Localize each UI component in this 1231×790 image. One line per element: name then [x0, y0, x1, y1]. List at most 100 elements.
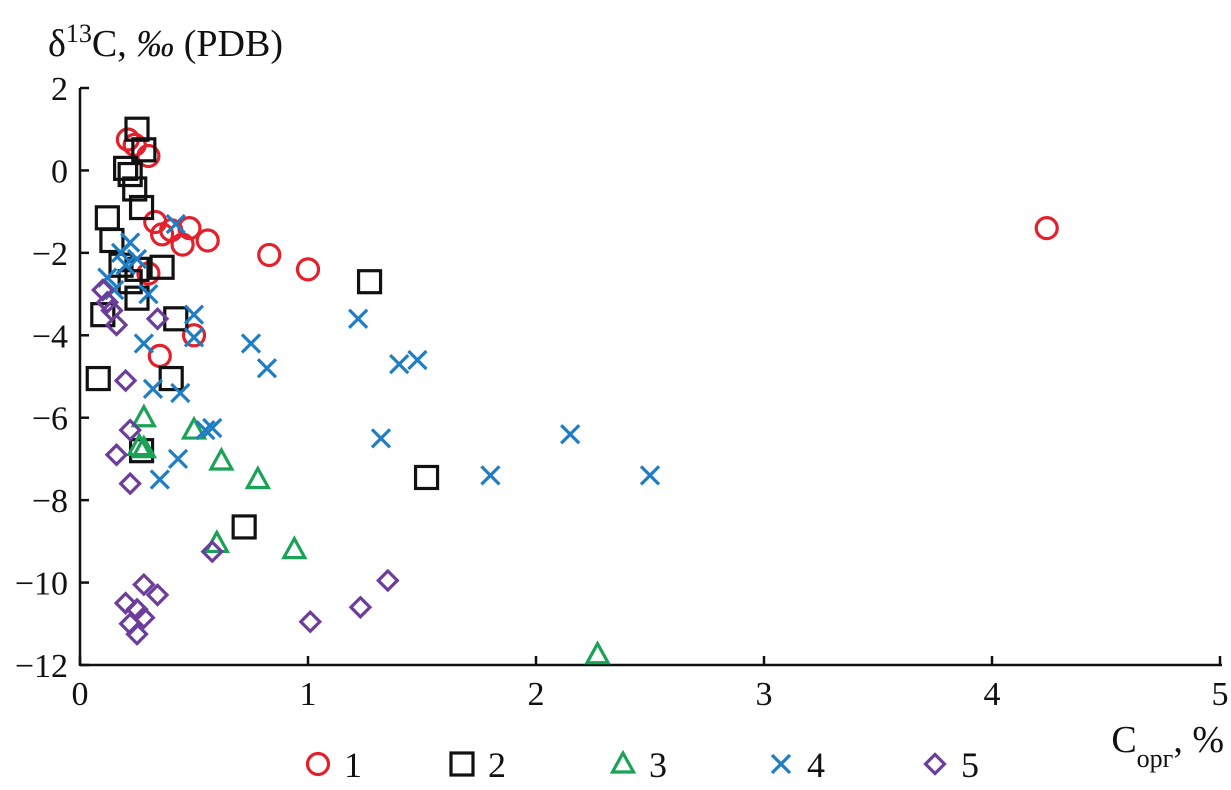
- legend-item-1: 1: [305, 745, 362, 785]
- y-tick-label: 0: [51, 153, 68, 190]
- data-point-series-5: [104, 443, 129, 467]
- data-point-series-5: [145, 583, 170, 607]
- legend-item-5: 5: [923, 745, 979, 785]
- data-point-series-5: [132, 572, 156, 597]
- data-point-series-2: [231, 514, 257, 540]
- legend-marker-1: [305, 751, 331, 777]
- data-point-series-2: [117, 161, 143, 188]
- x-axis-title-base: C: [1111, 719, 1136, 761]
- data-point-series-5: [376, 568, 400, 593]
- data-point-series-5: [200, 539, 225, 564]
- data-point-series-1: [147, 343, 172, 368]
- data-point-series-4: [389, 354, 410, 375]
- data-point-series-3: [180, 415, 208, 440]
- y-tick-label: −10: [15, 566, 68, 603]
- legend-label-4: 4: [807, 745, 825, 785]
- data-point-series-5: [132, 605, 156, 630]
- data-point-series-4: [167, 448, 189, 470]
- x-tick-label: 0: [72, 676, 89, 713]
- data-point-series-4: [195, 419, 216, 441]
- data-point-series-4: [165, 213, 186, 235]
- data-point-series-2: [149, 254, 175, 280]
- x-axis-title-unit: , %: [1173, 719, 1224, 761]
- legend-label-3: 3: [649, 745, 667, 785]
- legend-label-5: 5: [961, 745, 979, 785]
- data-point-series-4: [183, 304, 205, 325]
- y-axis-title-element: C,: [92, 23, 136, 65]
- data-point-series-2: [90, 302, 116, 328]
- data-point-series-1: [295, 257, 321, 282]
- data-point-series-5: [95, 290, 120, 315]
- legend-label-1: 1: [344, 745, 362, 785]
- data-point-series-4: [407, 349, 428, 371]
- data-point-series-3: [130, 434, 158, 459]
- data-point-series-5: [348, 595, 373, 620]
- data-point-series-4: [120, 232, 141, 253]
- data-point-series-2: [158, 365, 184, 392]
- data-point-series-4: [560, 424, 581, 445]
- legend-item-2: 2: [449, 745, 506, 785]
- data-point-series-2: [99, 227, 125, 254]
- y-tick-label: −4: [32, 318, 68, 355]
- data-point-series-3: [584, 640, 611, 665]
- data-point-series-5: [145, 307, 170, 331]
- data-point-series-3: [130, 403, 158, 428]
- y-tick-label: −6: [32, 401, 68, 438]
- data-point-series-4: [149, 469, 170, 490]
- series-4: [97, 213, 661, 490]
- x-tick-label: 2: [528, 676, 545, 713]
- data-point-series-4: [170, 382, 191, 404]
- data-point-series-3: [244, 465, 272, 490]
- x-tick-label: 4: [984, 676, 1001, 713]
- legend-marker-4: [770, 753, 792, 775]
- x-tick-label: 5: [1212, 676, 1229, 713]
- data-point-series-4: [183, 327, 205, 348]
- data-point-series-4: [348, 308, 369, 329]
- legend-label-2: 2: [488, 745, 506, 785]
- data-point-series-4: [639, 465, 661, 486]
- data-point-series-2: [131, 137, 157, 163]
- data-point-series-1: [257, 242, 282, 268]
- data-point-series-5: [298, 609, 323, 634]
- legend-marker-3: [609, 749, 637, 774]
- data-point-series-1: [195, 228, 220, 253]
- legend: 1 2 3 4 5: [305, 745, 979, 785]
- series-1: [115, 127, 1059, 368]
- y-axis-title-delta: δ: [48, 23, 66, 65]
- data-point-series-1: [181, 323, 207, 348]
- y-axis-title: δ13C, ‰ (PDB): [48, 19, 283, 66]
- data-point-series-4: [240, 333, 262, 354]
- x-tick-label: 1: [300, 676, 317, 713]
- legend-marker-2: [449, 751, 475, 777]
- data-point-series-5: [118, 471, 142, 496]
- data-point-series-3: [208, 446, 235, 471]
- legend-marker-5: [923, 752, 947, 776]
- data-point-series-4: [202, 417, 223, 439]
- data-point-series-2: [122, 176, 148, 202]
- data-point-series-1: [1034, 216, 1059, 241]
- x-axis-title-subscript: орг: [1137, 744, 1174, 773]
- data-point-series-5: [113, 591, 138, 615]
- data-point-series-4: [480, 465, 501, 486]
- series-3: [126, 403, 611, 665]
- y-tick-label: −8: [32, 483, 68, 520]
- data-point-series-3: [126, 432, 153, 457]
- y-axis-title-scale: (PDB): [174, 23, 283, 65]
- data-point-series-4: [256, 358, 278, 379]
- data-point-series-2: [128, 194, 155, 221]
- series-5: [91, 278, 400, 646]
- data-point-series-4: [142, 378, 164, 399]
- axis-ticks: 0 1 2 3 4 5 2 0 −2 −4 −6 −8 −10 −12: [15, 71, 1229, 713]
- y-tick-label: −12: [15, 648, 68, 685]
- data-point-series-4: [138, 283, 159, 305]
- data-point-series-4: [115, 255, 136, 276]
- data-point-series-5: [118, 418, 142, 442]
- data-point-series-2: [413, 464, 440, 491]
- data-point-series-2: [85, 365, 111, 392]
- y-axis-title-permil: ‰: [136, 23, 174, 65]
- data-point-series-4: [126, 248, 148, 270]
- y-axis-title-superscript: 13: [66, 19, 92, 48]
- x-axis-title: Cорг, %: [1111, 719, 1224, 773]
- y-tick-label: 2: [51, 71, 68, 108]
- data-point-series-4: [370, 428, 392, 449]
